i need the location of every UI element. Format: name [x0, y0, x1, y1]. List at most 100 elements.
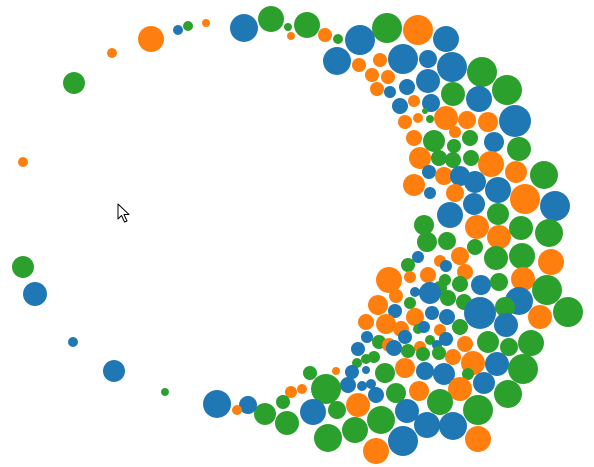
bubble-blue-64 [540, 191, 570, 221]
bubble-orange-108 [376, 314, 396, 334]
bubble-green-31 [422, 108, 428, 114]
bubble-green-49 [507, 137, 531, 161]
bubble-green-105 [495, 297, 515, 317]
bubble-blue-37 [499, 105, 531, 137]
bubble-blue-164 [300, 399, 326, 425]
bubble-green-130 [368, 351, 380, 363]
bubble-green-148 [303, 366, 317, 380]
bubble-blue-28 [466, 86, 492, 112]
bubble-group [12, 6, 583, 464]
bubble-blue-180 [203, 390, 231, 418]
bubble-orange-63 [510, 184, 540, 214]
bubble-green-41 [462, 130, 478, 146]
bubble-blue-10 [433, 26, 459, 52]
bubble-orange-43 [409, 147, 431, 169]
bubble-blue-144 [433, 363, 455, 385]
bubble-green-1 [258, 6, 284, 32]
bubble-orange-101 [406, 308, 424, 326]
bubble-green-157 [494, 380, 522, 408]
bubble-green-165 [328, 401, 346, 419]
bubble-green-125 [477, 331, 499, 353]
bubble-blue-183 [68, 337, 78, 347]
bubble-green-100 [404, 297, 416, 309]
bubble-orange-156 [448, 377, 472, 401]
bubble-orange-176 [465, 426, 491, 452]
bubble-green-95 [440, 290, 456, 306]
bubble-blue-182 [103, 360, 125, 382]
bubble-green-170 [275, 411, 299, 435]
bubble-blue-116 [361, 331, 373, 343]
bubble-green-141 [375, 363, 395, 383]
bubble-green-121 [425, 335, 435, 345]
bubble-blue-99 [388, 304, 402, 318]
bubble-blue-21 [399, 79, 415, 95]
bubble-green-70 [535, 219, 563, 247]
bubble-orange-74 [451, 247, 469, 265]
bubble-blue-172 [414, 412, 440, 438]
bubble-blue-178 [239, 396, 257, 414]
bubble-orange-56 [505, 161, 527, 183]
bubble-green-127 [518, 330, 544, 356]
bubble-orange-115 [528, 305, 552, 329]
bubble-green-39 [423, 130, 445, 152]
bubble-blue-150 [366, 379, 376, 389]
bubble-blue-175 [388, 426, 418, 456]
bubble-orange-85 [404, 271, 416, 283]
bubble-blue-42 [484, 132, 504, 152]
bubble-blue-152 [357, 381, 367, 391]
bubble-blue-88 [471, 275, 491, 295]
bubble-orange-107 [358, 314, 374, 330]
bubble-blue-151 [340, 377, 356, 393]
bubble-green-91 [532, 275, 562, 305]
bubble-blue-80 [440, 260, 452, 272]
bubble-blue-103 [439, 309, 455, 325]
bubble-orange-159 [285, 386, 297, 398]
bubble-orange-38 [406, 130, 422, 146]
bubble-blue-114 [494, 313, 518, 337]
bubble-orange-92 [389, 289, 403, 303]
bubble-green-75 [467, 239, 483, 255]
bubble-orange-12 [352, 58, 366, 72]
bubble-blue-94 [419, 282, 441, 304]
bubble-green-45 [447, 139, 461, 153]
bubble-orange-67 [465, 215, 489, 239]
bubble-orange-36 [478, 112, 498, 132]
bubble-green-163 [427, 389, 453, 415]
bubble-green-44 [431, 150, 447, 166]
bubble-blue-104 [464, 297, 496, 329]
bubble-green-46 [445, 152, 461, 168]
bubble-orange-19 [381, 70, 395, 84]
bubble-blue-139 [345, 365, 359, 379]
bubble-blue-184 [23, 282, 47, 306]
bubble-green-166 [367, 406, 395, 434]
bubble-green-89 [490, 273, 508, 291]
bubble-green-66 [438, 232, 456, 250]
bubble-green-27 [441, 82, 465, 106]
bubble-blue-0 [230, 14, 258, 42]
bubble-green-17 [467, 57, 497, 87]
bubble-orange-160 [297, 384, 307, 394]
bubble-green-174 [314, 424, 342, 452]
bubble-green-132 [401, 344, 415, 358]
bubble-orange-177 [363, 438, 389, 464]
bubble-orange-81 [420, 267, 436, 283]
bubble-orange-189 [138, 26, 164, 52]
bubble-orange-188 [107, 48, 117, 58]
bubble-orange-149 [332, 367, 340, 375]
bubble-orange-18 [365, 68, 379, 82]
bubble-green-181 [161, 388, 169, 396]
bubble-blue-137 [485, 352, 509, 376]
bubble-green-134 [432, 346, 446, 360]
bubble-orange-30 [413, 113, 423, 123]
bubble-green-87 [452, 276, 468, 292]
bubble-green-113 [452, 319, 468, 335]
bubble-green-79 [401, 258, 415, 272]
bubble-blue-61 [463, 193, 485, 215]
bubble-blue-14 [388, 44, 418, 74]
bubble-blue-60 [437, 202, 463, 228]
bubble-green-158 [311, 374, 341, 404]
bubble-blue-55 [485, 177, 511, 203]
bubble-green-62 [487, 203, 509, 225]
bubble-orange-9 [403, 15, 433, 45]
